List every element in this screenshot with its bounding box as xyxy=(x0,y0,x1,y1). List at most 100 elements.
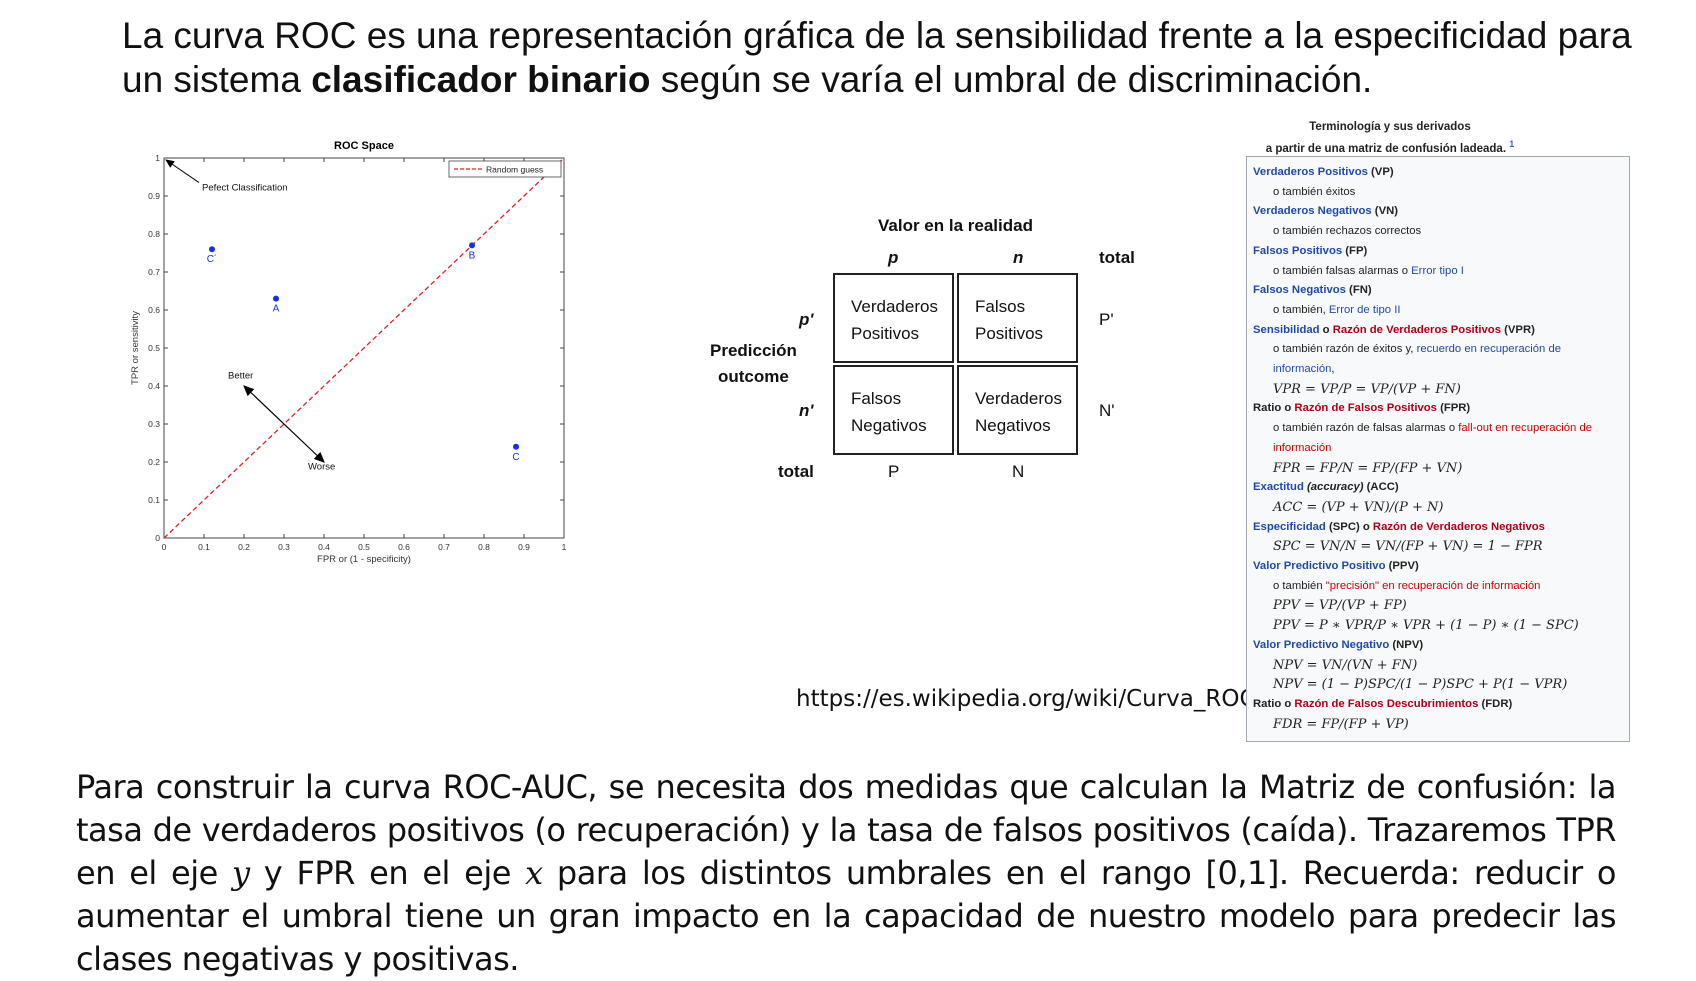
term-fpr-red[interactable]: Razón de Falsos Positivos xyxy=(1294,402,1437,415)
term-fp-sub-text: o también falsas alarmas o xyxy=(1273,264,1412,277)
term-fpr-sub2: información xyxy=(1253,439,1623,459)
confusion-matrix: Valor en la realidad p n total Predicció… xyxy=(700,210,1160,500)
term-sens-sub: o también razón de éxitos y, recuerdo en… xyxy=(1253,340,1623,360)
legend-box xyxy=(448,160,562,178)
term-vp: Verdaderos Positivos (VP) xyxy=(1253,163,1623,183)
term-fdr-abbr: (FDR) xyxy=(1478,697,1513,710)
term-ppv-formula1: PPV = VP/(VP + FP) xyxy=(1273,598,1407,614)
term-sens: Sensibilidad o Razón de Verdaderos Posit… xyxy=(1253,321,1623,341)
cm-cell-fp: Falsos Positivos xyxy=(957,273,1078,363)
term-sens-sub-text: o también razón de éxitos y, xyxy=(1273,343,1417,356)
y-tick-label: 0.5 xyxy=(148,343,160,353)
terminology-footnote-ref[interactable]: 1 xyxy=(1509,139,1515,149)
cm-fp-line2: Positivos xyxy=(975,324,1044,343)
term-fpr-link[interactable]: fall-out en recuperación de xyxy=(1458,422,1593,435)
term-fn-sub-text: o también, xyxy=(1273,303,1329,316)
terminology-title: Terminología y sus derivados a partir de… xyxy=(1115,119,1665,158)
data-point-label: A xyxy=(273,304,280,315)
y-tick-label: 0.6 xyxy=(148,305,160,315)
cm-cell-fn: Falsos Negativos xyxy=(833,365,954,455)
term-fp-link[interactable]: Error tipo I xyxy=(1411,264,1464,277)
legend-label: Random guess xyxy=(486,165,543,175)
y-tick-label: 0.8 xyxy=(148,229,160,239)
cm-col-total: total xyxy=(1099,248,1135,267)
y-tick-label: 0.3 xyxy=(148,419,160,429)
term-ppv-sub-text: o también xyxy=(1273,579,1326,592)
term-fpr-abbr: (FPR) xyxy=(1436,402,1471,415)
cm-col-n: n xyxy=(1013,248,1024,267)
term-sens-name[interactable]: Sensibilidad xyxy=(1253,323,1320,336)
term-fn-sub: o también, Error de tipo II xyxy=(1253,301,1623,321)
term-fn-link[interactable]: Error de tipo II xyxy=(1328,303,1401,316)
cm-total-row-n: N' xyxy=(1099,401,1115,420)
term-fdr-formula: FDR = FP/(FP + VP) xyxy=(1273,716,1409,732)
cm-cell-tn: Verdaderos Negativos xyxy=(957,365,1078,455)
term-fn-name[interactable]: Falsos Negativos xyxy=(1253,284,1346,297)
intro-text-2: según se varía el umbral de discriminaci… xyxy=(650,59,1373,100)
data-point-label: B xyxy=(469,250,476,261)
term-spc-red[interactable]: Razón de Verdaderos Negativos xyxy=(1372,520,1545,533)
roc-chart: ROC Space 0 0.1 0.2 0.3 0.4 0.5 0.6 0.7 0.8 0.9 1 0 0… xyxy=(130,140,567,565)
term-fn: Falsos Negativos (FN) xyxy=(1253,281,1623,301)
term-ppv-name[interactable]: Valor Predictivo Positivo xyxy=(1253,560,1386,573)
term-fdr-prefix: Ratio o xyxy=(1253,697,1295,710)
term-sens-abbr: (VPR) xyxy=(1501,323,1535,336)
x-tick-label: 0.3 xyxy=(278,542,290,552)
annotation-better: Better xyxy=(228,370,253,381)
term-ppv-link[interactable]: "precisión" en recuperación de informaci… xyxy=(1325,579,1541,592)
term-fpr-link2[interactable]: información xyxy=(1273,441,1332,454)
terminology-box: Verdaderos Positivos (VP) o también éxit… xyxy=(1246,156,1630,742)
x-tick-label: 0 xyxy=(162,542,167,552)
cm-col-p: p xyxy=(888,248,899,267)
term-spc-formula: SPC = VN/N = VN/(FP + VN) = 1 − FPR xyxy=(1273,539,1543,555)
source-url[interactable]: https://es.wikipedia.org/wiki/Curva_ROC xyxy=(796,686,1256,712)
chart-title: ROC Space xyxy=(334,140,394,152)
intro-bold-term: clasificador binario xyxy=(311,59,651,100)
term-sens-link2[interactable]: información xyxy=(1273,363,1332,376)
cm-fp-line1: Falsos xyxy=(975,297,1026,316)
terminology-title-1: Terminología y sus derivados xyxy=(1309,121,1471,133)
data-point-c xyxy=(209,246,215,253)
y-tick-label: 0 xyxy=(155,533,160,543)
outro-text-1: Para construir la curva ROC-AUC, se nece… xyxy=(76,768,1617,892)
x-tick-label: 0.8 xyxy=(478,542,490,552)
term-vp-name[interactable]: Verdaderos Positivos xyxy=(1253,166,1368,178)
term-ppv-formula2: PPV = P ∗ VPR/P ∗ VPR + (1 − P) ∗ (1 − S… xyxy=(1273,618,1579,634)
term-acc: Exactitud (accuracy) (ACC) xyxy=(1253,478,1623,498)
cm-total-col-p: P xyxy=(888,462,900,481)
annotation-perfect: Pefect Classification xyxy=(202,183,288,194)
term-vn-name[interactable]: Verdaderos Negativos xyxy=(1253,205,1372,218)
outro-text-2: y FPR en el eje xyxy=(249,854,526,892)
cm-cell-tp: Verdaderos Positivos xyxy=(833,273,954,363)
term-fp: Falsos Positivos (FP) xyxy=(1253,242,1623,262)
cm-row-p: p' xyxy=(799,310,814,329)
term-npv-name[interactable]: Valor Predictivo Negativo xyxy=(1253,638,1390,651)
outro-paragraph: Para construir la curva ROC-AUC, se nece… xyxy=(76,766,1617,981)
cm-total-row-p: P' xyxy=(1099,310,1114,329)
term-vn: Verdaderos Negativos (VN) xyxy=(1253,202,1623,222)
y-tick-label: 1 xyxy=(155,153,160,163)
cm-top-title: Valor en la realidad xyxy=(878,216,1033,235)
cm-tn-line1: Verdaderos xyxy=(975,389,1062,408)
x-tick-label: 0.9 xyxy=(518,542,530,552)
cm-row-n: n' xyxy=(799,401,814,420)
cm-fn-line1: Falsos xyxy=(851,389,902,408)
term-npv-abbr: (NPV) xyxy=(1389,638,1424,651)
outro-var-x: x xyxy=(525,854,543,892)
term-sens-red[interactable]: Razón de Verdaderos Positivos xyxy=(1332,323,1501,336)
x-tick-label: 1 xyxy=(562,542,567,552)
better-worse-arrow xyxy=(243,385,325,463)
term-fp-name[interactable]: Falsos Positivos xyxy=(1253,244,1343,257)
cm-tp-line1: Verdaderos xyxy=(851,297,938,316)
term-sens-link[interactable]: recuerdo en recuperación de xyxy=(1416,343,1562,356)
term-ppv: Valor Predictivo Positivo (PPV) xyxy=(1253,557,1623,577)
term-sens-sub2: información, xyxy=(1273,363,1335,376)
term-fdr-red[interactable]: Razón de Falsos Descubrimientos xyxy=(1294,697,1479,710)
cm-tp-line2: Positivos xyxy=(851,324,920,343)
outro-var-y: y xyxy=(232,854,250,892)
term-spc: Especificidad (SPC) o Razón de Verdadero… xyxy=(1253,518,1623,538)
terminology-title-2: a partir de una matriz de confusión lade… xyxy=(1265,142,1507,155)
cm-row-total: total xyxy=(778,462,814,481)
term-spc-name[interactable]: Especificidad xyxy=(1253,520,1326,533)
term-acc-name[interactable]: Exactitud xyxy=(1253,481,1304,494)
